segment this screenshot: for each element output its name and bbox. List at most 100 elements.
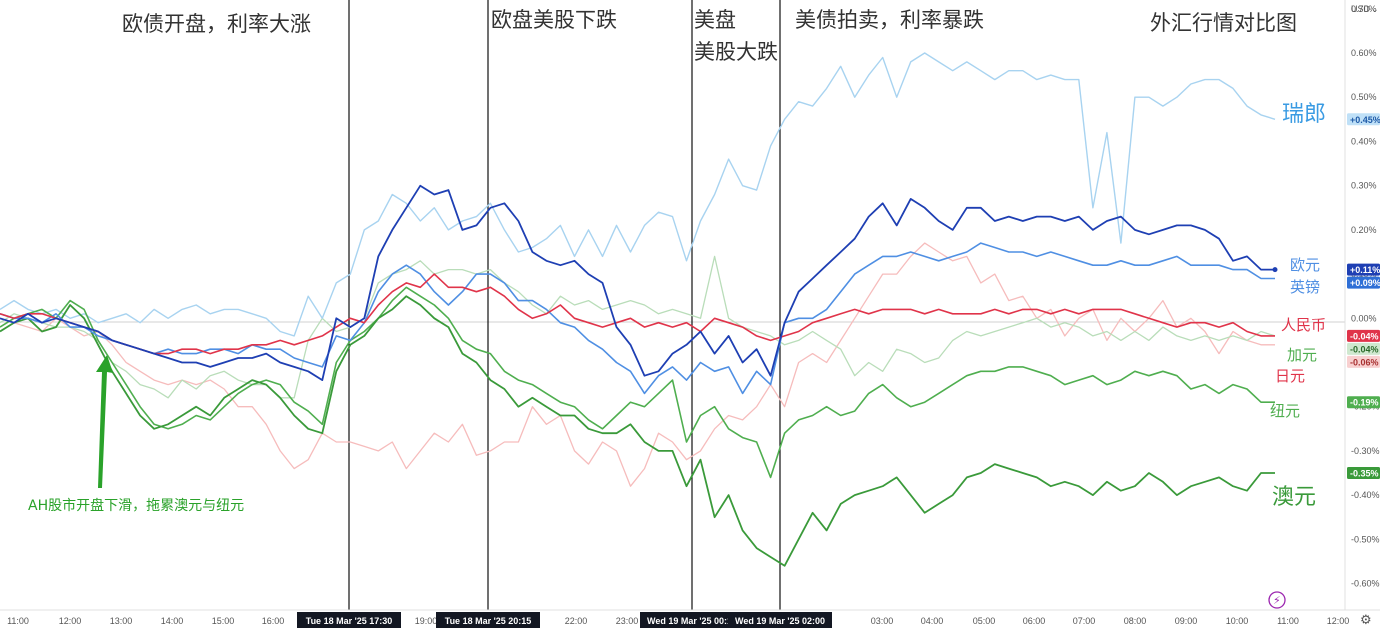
badge-label: +0.11%: [1350, 265, 1380, 275]
x-tick-label: 23:00: [616, 616, 639, 626]
last-value-badge: +0.45%: [1347, 113, 1380, 126]
x-tick-label: 04:00: [921, 616, 944, 626]
time-badges: Tue 18 Mar '25 17:30 Tue 18 Mar '25 20:15…: [297, 612, 832, 628]
series-line-1: [0, 184, 1275, 382]
badge-label: -0.06%: [1350, 357, 1379, 367]
label-nzd: 纽元: [1270, 402, 1300, 420]
last-value-badge: -0.19%: [1347, 396, 1380, 409]
x-tick-label: 11:00: [7, 616, 29, 626]
time-badge: Wed 19 Mar '25 02:00: [728, 612, 832, 628]
green-arrow-icon: [96, 355, 113, 488]
badge-label: -0.04%: [1350, 344, 1379, 354]
x-tick-label: 07:00: [1073, 616, 1096, 626]
chart-title: 外汇行情对比图: [1150, 11, 1297, 35]
annotation-eu-session-stocks-fall: 欧盘美股下跌: [491, 8, 617, 32]
y-tick-label: 0.00%: [1351, 313, 1377, 323]
label-eur: 欧元: [1290, 256, 1320, 274]
x-tick-label: 12:00: [1327, 616, 1350, 626]
label-aud: 澳元: [1272, 485, 1316, 510]
x-tick-label: 09:00: [1175, 616, 1198, 626]
x-tick-label: 22:00: [565, 616, 588, 626]
badge-bg: [1347, 263, 1380, 276]
x-axis-ticks: 11:00 12:00 13:00 14:00 15:00 16:00 19:00 22:00…: [7, 616, 1349, 626]
series-line-4: [0, 255, 1276, 399]
series-line-5: [0, 242, 1275, 487]
x-tick-label: 16:00: [262, 616, 285, 626]
annotation-us-stocks-plunge: 美股大跌: [694, 40, 778, 64]
time-badge-label: Wed 19 Mar '25 00:15: [647, 616, 737, 626]
annotation-eu-bond-open: 欧债开盘，利率大涨: [122, 12, 311, 36]
y-tick-label: -0.50%: [1351, 534, 1380, 544]
label-gbp: 英镑: [1290, 278, 1320, 296]
series-line-2: [0, 242, 1275, 395]
last-value-badge: +0.09%: [1347, 276, 1380, 289]
last-value-badge: -0.35%: [1347, 467, 1380, 479]
time-badge: Tue 18 Mar '25 20:15: [436, 612, 540, 628]
x-tick-label: 19:00: [415, 616, 438, 626]
x-tick-label: 14:00: [161, 616, 184, 626]
last-value-badges: +0.45% +0.11% +0.09% -0.04% -0.04% -0.06% -0.1…: [1347, 113, 1380, 479]
badge-label: -0.19%: [1350, 398, 1379, 408]
y-tick-label: -0.30%: [1351, 446, 1380, 456]
series-endpoint-dot: [1272, 267, 1278, 273]
badge-bg: [1347, 467, 1380, 479]
y-tick-label: 0.60%: [1351, 48, 1377, 58]
currency-chevron-icon[interactable]: ⌄: [1371, 4, 1379, 14]
series-layer: [0, 52, 1278, 567]
x-tick-label: 08:00: [1124, 616, 1147, 626]
y-tick-label: 0.30%: [1351, 181, 1377, 191]
lightning-glyph: ⚡: [1273, 594, 1281, 607]
last-value-badge: -0.04%: [1347, 329, 1380, 342]
x-tick-label: 15:00: [212, 616, 235, 626]
annotation-us-session: 美盘: [694, 8, 736, 32]
x-tick-label: 10:00: [1226, 616, 1249, 626]
badge-bg: [1347, 396, 1380, 409]
series-line-7: [0, 295, 1275, 567]
badge-label: -0.35%: [1350, 469, 1379, 479]
badge-bg: [1347, 342, 1380, 355]
label-cad: 加元: [1287, 346, 1317, 364]
x-tick-label: 05:00: [973, 616, 996, 626]
y-tick-label: 0.20%: [1351, 225, 1377, 235]
series-line-0: [0, 52, 1276, 337]
y-tick-label: -0.40%: [1351, 490, 1380, 500]
badge-label: +0.45%: [1350, 115, 1380, 125]
x-tick-label: 11:00: [1277, 616, 1299, 626]
series-line-3: [0, 273, 1275, 355]
x-tick-label: 03:00: [871, 616, 894, 626]
label-jpy: 日元: [1275, 367, 1305, 385]
last-value-badge: -0.04%: [1347, 342, 1380, 355]
time-badge-bg: [640, 612, 744, 628]
last-value-badge: -0.06%: [1347, 355, 1380, 368]
annotation-ah-markets: AH股市开盘下滑，拖累澳元与纽元: [28, 497, 244, 514]
badge-label: +0.09%: [1350, 278, 1380, 288]
x-tick-label: 12:00: [59, 616, 82, 626]
badge-bg: [1347, 276, 1380, 289]
label-cny: 人民币: [1281, 316, 1326, 334]
time-badge: Wed 19 Mar '25 00:15: [640, 612, 744, 628]
y-tick-label: 0.50%: [1351, 92, 1377, 102]
y-tick-label: -0.60%: [1351, 579, 1380, 589]
currency-label[interactable]: USD: [1351, 4, 1371, 14]
series-line-6: [0, 286, 1275, 479]
time-badge-bg: [436, 612, 540, 628]
badge-bg: [1347, 355, 1380, 368]
gear-icon[interactable]: ⚙: [1360, 613, 1372, 628]
annotation-us-treasury-auction: 美债拍卖，利率暴跌: [795, 8, 984, 32]
time-badge-label: Tue 18 Mar '25 20:15: [445, 616, 532, 626]
time-badge-bg: [728, 612, 832, 628]
y-tick-label: 0.40%: [1351, 136, 1377, 146]
badge-bg: [1347, 113, 1380, 126]
last-value-badge: +0.11%: [1347, 263, 1380, 276]
x-tick-label: 06:00: [1023, 616, 1046, 626]
y-tick-label: 0.70%: [1351, 4, 1377, 14]
badge-bg: [1347, 329, 1380, 342]
time-badge-label: Wed 19 Mar '25 02:00: [735, 616, 825, 626]
x-tick-label: 13:00: [110, 616, 133, 626]
time-badge-bg: [297, 612, 401, 628]
lightning-icon[interactable]: [1268, 591, 1286, 609]
label-chf: 瑞郎: [1282, 102, 1326, 127]
time-badge: Tue 18 Mar '25 17:30: [297, 612, 401, 628]
time-badge-label: Tue 18 Mar '25 17:30: [306, 616, 393, 626]
